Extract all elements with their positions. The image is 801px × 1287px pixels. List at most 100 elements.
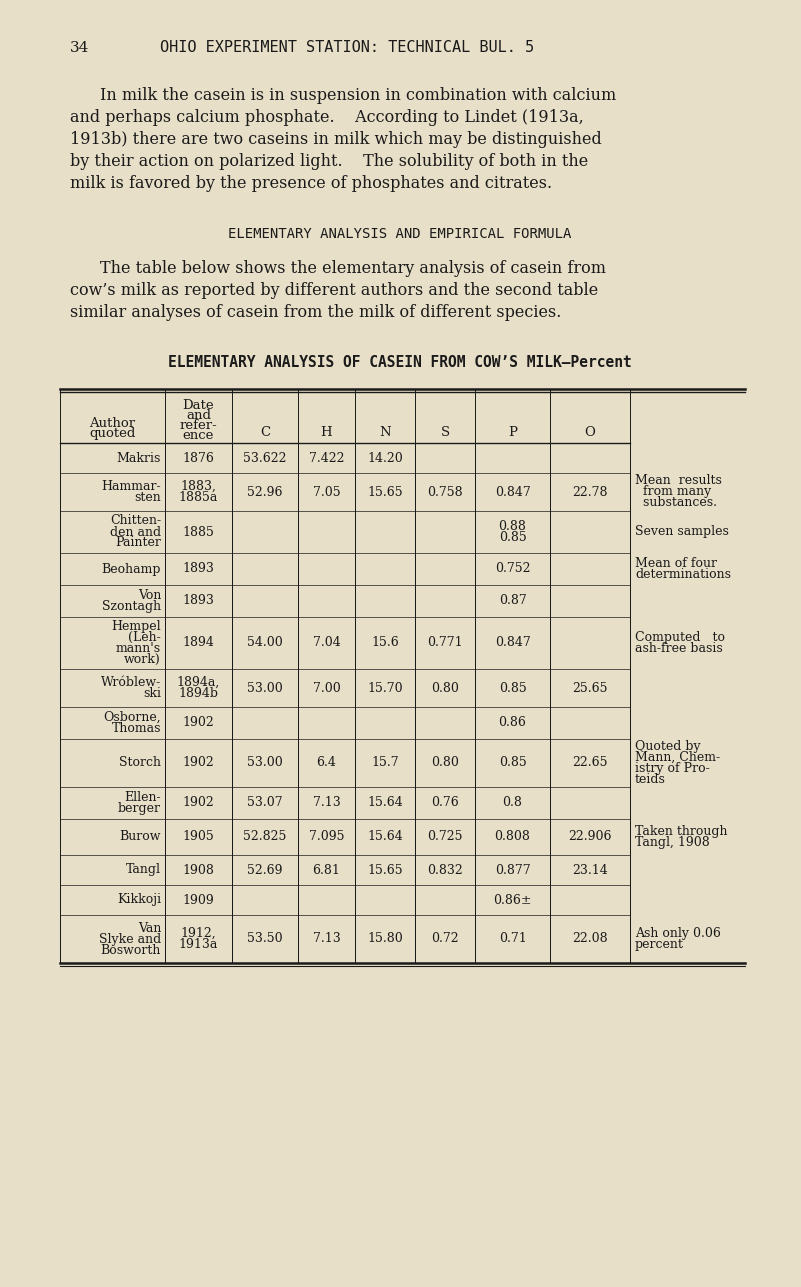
Text: Ellen-: Ellen-	[124, 792, 161, 804]
Text: 53.07: 53.07	[248, 797, 283, 810]
Text: 1912,: 1912,	[181, 927, 216, 940]
Text: by their action on polarized light.    The solubility of both in the: by their action on polarized light. The …	[70, 153, 588, 170]
Text: Ash only 0.06: Ash only 0.06	[635, 927, 721, 940]
Text: 1876: 1876	[183, 452, 215, 465]
Text: (Leh-: (Leh-	[128, 631, 161, 644]
Text: 22.78: 22.78	[572, 485, 608, 498]
Text: 0.86: 0.86	[498, 717, 526, 730]
Text: 1913b) there are two caseins in milk which may be distinguished: 1913b) there are two caseins in milk whi…	[70, 131, 602, 148]
Text: Szontagh: Szontagh	[102, 600, 161, 613]
Text: Thomas: Thomas	[111, 722, 161, 735]
Text: N: N	[379, 426, 391, 439]
Text: ski: ski	[143, 687, 161, 700]
Text: 0.71: 0.71	[499, 933, 526, 946]
Text: 0.72: 0.72	[431, 933, 459, 946]
Text: Bosworth: Bosworth	[101, 943, 161, 956]
Text: OHIO EXPERIMENT STATION: TECHNICAL BUL. 5: OHIO EXPERIMENT STATION: TECHNICAL BUL. …	[160, 40, 534, 55]
Text: Chitten-: Chitten-	[110, 515, 161, 528]
Text: 0.85: 0.85	[499, 532, 526, 544]
Text: P: P	[508, 426, 517, 439]
Text: mann's: mann's	[116, 642, 161, 655]
Text: 14.20: 14.20	[367, 452, 403, 465]
Text: cow’s milk as reported by different authors and the second table: cow’s milk as reported by different auth…	[70, 282, 598, 299]
Text: 0.76: 0.76	[431, 797, 459, 810]
Text: refer-: refer-	[179, 420, 217, 432]
Text: Author: Author	[90, 417, 135, 430]
Text: 6.4: 6.4	[316, 757, 336, 770]
Text: Von: Von	[138, 589, 161, 602]
Text: 0.771: 0.771	[427, 637, 463, 650]
Text: 0.85: 0.85	[499, 757, 526, 770]
Text: 0.725: 0.725	[427, 830, 463, 843]
Text: 52.69: 52.69	[248, 864, 283, 876]
Text: Computed   to: Computed to	[635, 631, 725, 644]
Text: istry of Pro-: istry of Pro-	[635, 762, 710, 775]
Text: and: and	[186, 409, 211, 422]
Text: 6.81: 6.81	[312, 864, 340, 876]
Text: 7.04: 7.04	[312, 637, 340, 650]
Text: 34: 34	[70, 41, 90, 55]
Text: Hammar-: Hammar-	[102, 480, 161, 493]
Text: 7.422: 7.422	[308, 452, 344, 465]
Text: berger: berger	[118, 802, 161, 815]
Text: Wróblew-: Wróblew-	[101, 676, 161, 689]
Text: 15.70: 15.70	[367, 682, 403, 695]
Text: 1893: 1893	[183, 595, 215, 607]
Text: 23.14: 23.14	[572, 864, 608, 876]
Text: and perhaps calcium phosphate.    According to Lindet (1913a,: and perhaps calcium phosphate. According…	[70, 109, 584, 126]
Text: ELEMENTARY ANALYSIS OF CASEIN FROM COW’S MILK—Percent: ELEMENTARY ANALYSIS OF CASEIN FROM COW’S…	[168, 355, 632, 369]
Text: 0.88: 0.88	[498, 520, 526, 533]
Text: 1902: 1902	[183, 757, 215, 770]
Text: 25.65: 25.65	[572, 682, 608, 695]
Text: 22.08: 22.08	[572, 933, 608, 946]
Text: 15.64: 15.64	[367, 797, 403, 810]
Text: 0.86±: 0.86±	[493, 893, 532, 906]
Text: 1894a,: 1894a,	[177, 676, 220, 689]
Text: from many: from many	[635, 485, 711, 498]
Text: 7.00: 7.00	[312, 682, 340, 695]
Text: similar analyses of casein from the milk of different species.: similar analyses of casein from the milk…	[70, 304, 562, 320]
Text: quoted: quoted	[90, 427, 135, 440]
Text: 1902: 1902	[183, 797, 215, 810]
Text: 0.8: 0.8	[502, 797, 522, 810]
Text: 1893: 1893	[183, 562, 215, 575]
Text: 1894b: 1894b	[179, 687, 219, 700]
Text: 0.877: 0.877	[495, 864, 530, 876]
Text: Quoted by: Quoted by	[635, 740, 701, 753]
Text: Osborne,: Osborne,	[103, 710, 161, 725]
Text: 7.13: 7.13	[312, 933, 340, 946]
Text: 15.80: 15.80	[367, 933, 403, 946]
Text: 1908: 1908	[183, 864, 215, 876]
Text: Seven samples: Seven samples	[635, 525, 729, 538]
Text: ash-free basis: ash-free basis	[635, 642, 723, 655]
Text: substances.: substances.	[635, 497, 717, 510]
Text: 1885: 1885	[183, 525, 215, 538]
Text: 0.808: 0.808	[494, 830, 530, 843]
Text: sten: sten	[135, 492, 161, 505]
Text: 53.622: 53.622	[244, 452, 287, 465]
Text: 15.7: 15.7	[371, 757, 399, 770]
Text: 22.906: 22.906	[568, 830, 612, 843]
Text: H: H	[320, 426, 332, 439]
Text: Taken through: Taken through	[635, 825, 727, 838]
Text: 0.80: 0.80	[431, 757, 459, 770]
Text: 0.85: 0.85	[499, 682, 526, 695]
Text: ELEMENTARY ANALYSIS AND EMPIRICAL FORMULA: ELEMENTARY ANALYSIS AND EMPIRICAL FORMUL…	[228, 227, 572, 241]
Text: 1913a: 1913a	[179, 938, 218, 951]
Text: 15.65: 15.65	[367, 485, 403, 498]
Text: Painter: Painter	[115, 537, 161, 550]
Text: 53.00: 53.00	[248, 682, 283, 695]
Text: percent: percent	[635, 938, 684, 951]
Text: Burow: Burow	[119, 830, 161, 843]
Text: Makris: Makris	[117, 452, 161, 465]
Text: milk is favored by the presence of phosphates and citrates.: milk is favored by the presence of phosp…	[70, 175, 552, 192]
Text: 15.64: 15.64	[367, 830, 403, 843]
Text: 7.095: 7.095	[308, 830, 344, 843]
Text: 0.752: 0.752	[495, 562, 530, 575]
Text: 1905: 1905	[183, 830, 215, 843]
Text: Tangl: Tangl	[126, 864, 161, 876]
Text: In milk the casein is in suspension in combination with calcium: In milk the casein is in suspension in c…	[100, 88, 616, 104]
Text: Mean  results: Mean results	[635, 475, 722, 488]
Text: den and: den and	[110, 525, 161, 538]
Text: 0.80: 0.80	[431, 682, 459, 695]
